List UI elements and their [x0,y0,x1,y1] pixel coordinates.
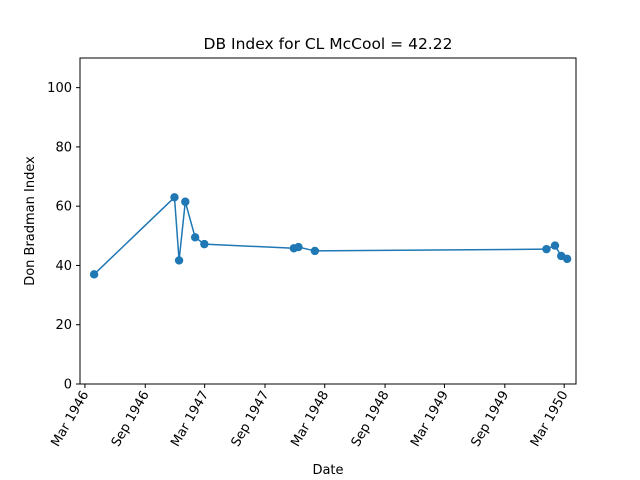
y-axis-label: Don Bradman Index [23,156,38,286]
data-point [310,246,320,256]
y-tick-label: 100 [47,81,72,96]
data-point [89,270,99,279]
data-point [174,256,184,265]
x-axis-label: Date [312,463,343,478]
data-point [170,193,179,202]
y-tick-label: 0 [64,378,72,393]
chart-title: DB Index for CL McCool = 42.22 [204,35,453,53]
data-point [181,197,190,206]
y-tick-label: 20 [55,318,72,333]
data-point [294,242,303,252]
data-point [542,244,551,254]
plot-frame [79,57,577,385]
data-point [562,254,572,264]
y-tick-label: 40 [55,259,72,274]
y-tick-label: 60 [55,200,72,215]
y-tick-label: 80 [55,140,72,155]
data-point [200,239,209,249]
data-point [550,241,560,250]
data-point [190,233,200,242]
